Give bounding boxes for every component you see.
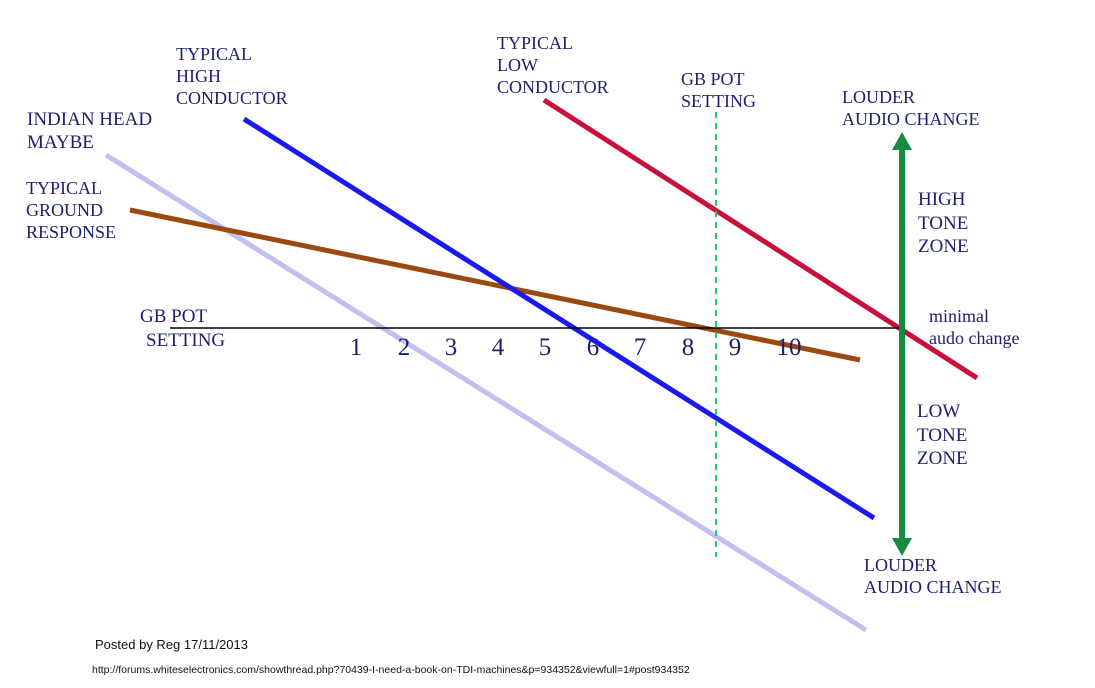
label-line: TYPICAL: [26, 178, 102, 198]
label-line: audo change: [929, 328, 1019, 348]
tick-label: 8: [682, 334, 695, 361]
label-line: TYPICAL: [176, 44, 252, 64]
high-tone-zone-label: HIGH TONE ZONE: [918, 189, 969, 257]
louder-audio-change-top-label: LOUDER AUDIO CHANGE: [842, 87, 980, 129]
label-line: GB POT: [140, 306, 207, 327]
tick-label: 3: [445, 334, 458, 361]
louder-audio-change-bottom-label: LOUDER AUDIO CHANGE: [864, 555, 1002, 597]
label-line: MAYBE: [27, 132, 94, 153]
tick-label: 6: [587, 334, 600, 361]
posted-by-text: Posted by Reg 17/11/2013: [95, 637, 248, 652]
label-line: LOUDER: [864, 555, 937, 575]
minimal-change-label: minimal audo change: [929, 306, 1019, 348]
label-line: GROUND: [26, 200, 103, 220]
low-tone-zone-label: LOW TONE ZONE: [917, 401, 968, 469]
high-conductor-line: [242, 116, 876, 521]
label-line: ZONE: [918, 236, 969, 257]
label-line: AUDIO CHANGE: [864, 577, 1002, 597]
label-line: SETTING: [681, 91, 756, 111]
label-line: HIGH: [176, 66, 221, 86]
label-line: LOW: [497, 55, 538, 75]
label-line: TONE: [918, 213, 968, 234]
label-line: LOUDER: [842, 87, 915, 107]
gb-pot-setting-axis-label: GB POT SETTING: [140, 306, 225, 351]
source-url-text: http://forums.whiteselectronics.com/show…: [92, 664, 690, 676]
tick-label: 5: [539, 334, 552, 361]
tick-label: 2: [398, 334, 411, 361]
label-line: minimal: [929, 306, 989, 326]
label-line: HIGH: [918, 189, 966, 210]
label-line: SETTING: [146, 330, 225, 351]
axis-ticks: 1 2 3 4 5 6 7 8 9 10: [350, 334, 802, 361]
label-line: ZONE: [917, 448, 968, 469]
tick-label: 7: [634, 334, 647, 361]
label-line: TYPICAL: [497, 33, 573, 53]
label-line: CONDUCTOR: [176, 88, 288, 108]
low-conductor-label: TYPICAL LOW CONDUCTOR: [497, 33, 609, 97]
indian-head-line: [104, 152, 868, 633]
ground-response-label: TYPICAL GROUND RESPONSE: [26, 178, 116, 242]
arrow-head-down-icon: [892, 538, 912, 556]
arrow-head-up-icon: [892, 132, 912, 150]
label-line: INDIAN HEAD: [27, 109, 152, 130]
high-conductor-label: TYPICAL HIGH CONDUCTOR: [176, 44, 288, 108]
indian-head-label: INDIAN HEAD MAYBE: [27, 109, 152, 153]
gb-pot-setting-top-label: GB POT SETTING: [681, 69, 756, 111]
tick-label: 4: [492, 334, 505, 361]
label-line: LOW: [917, 401, 960, 422]
label-line: GB POT: [681, 69, 745, 89]
ground-response-line: [129, 207, 861, 363]
label-line: CONDUCTOR: [497, 77, 609, 97]
label-line: TONE: [917, 425, 967, 446]
label-line: AUDIO CHANGE: [842, 109, 980, 129]
tick-label: 10: [777, 334, 802, 361]
label-line: RESPONSE: [26, 222, 116, 242]
tick-label: 9: [729, 334, 742, 361]
low-conductor-line: [542, 97, 979, 381]
tick-label: 1: [350, 334, 363, 361]
